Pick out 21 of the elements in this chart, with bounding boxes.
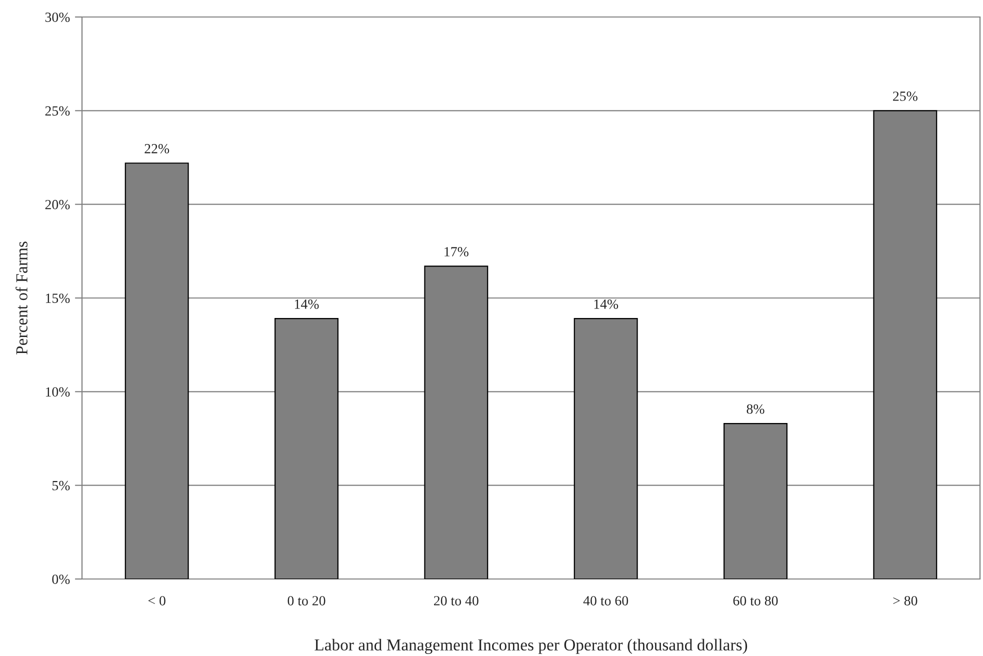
y-axis-title: Percent of Farms	[16, 242, 28, 354]
data-label: 17%	[444, 247, 468, 256]
y-tick-label: 5%	[52, 480, 70, 490]
x-tick-label: 40 to 60	[583, 596, 628, 606]
y-tick-label: 0%	[52, 574, 70, 584]
y-tick-label: 30%	[45, 12, 70, 22]
data-label: 14%	[294, 299, 319, 309]
x-tick-label: 0 to 20	[288, 596, 326, 606]
y-tick-label: 15%	[46, 294, 70, 303]
y-tick-label: 20%	[45, 200, 70, 210]
x-tick-label: > 80	[893, 596, 918, 606]
data-label: 22%	[144, 144, 170, 154]
data-label: 14%	[594, 299, 618, 309]
x-axis-title: Labor and Management Incomes per Operator (thousand dollars)	[314, 638, 748, 654]
data-label: 25%	[893, 92, 918, 101]
data-label: 8%	[746, 404, 764, 414]
y-tick-label: 25%	[45, 106, 70, 116]
y-tick-label: 10%	[46, 387, 70, 397]
x-tick-label: < 0	[148, 596, 166, 606]
x-tick-label: 20 to 40	[434, 596, 478, 606]
x-tick-label: 60 to 80	[733, 596, 778, 606]
